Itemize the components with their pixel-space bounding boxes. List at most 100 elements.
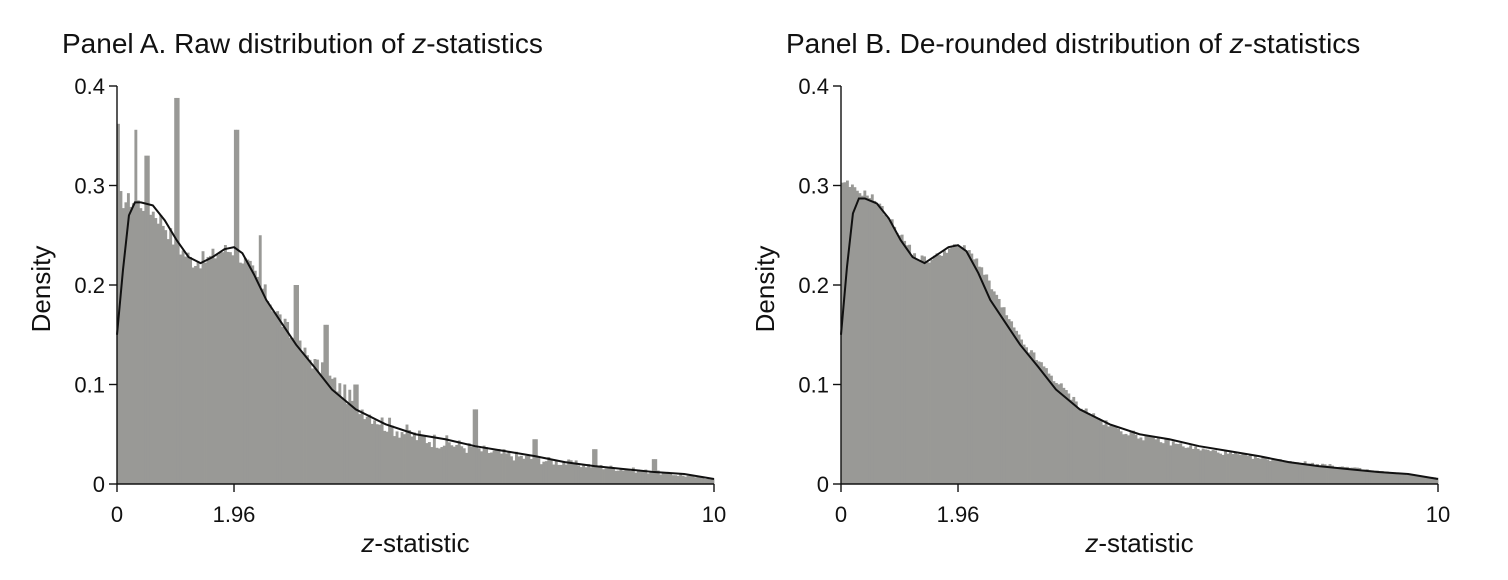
histogram-bar <box>577 465 581 484</box>
histogram-bar <box>209 255 212 484</box>
histogram-bar <box>1430 476 1434 484</box>
histogram-bar <box>176 97 180 484</box>
histogram-bar <box>1117 428 1120 484</box>
histogram-bar <box>184 256 188 484</box>
histogram-bar <box>602 469 605 484</box>
histogram-bar <box>669 473 673 484</box>
histogram-bar <box>1383 471 1387 484</box>
histogram-bar <box>1326 465 1329 484</box>
histogram-bar <box>1343 467 1347 484</box>
histogram-bar <box>124 202 128 484</box>
histogram-bar <box>194 265 197 484</box>
histogram-bar <box>510 456 513 484</box>
histogram-bar <box>681 475 685 484</box>
histogram-bar <box>233 129 237 484</box>
histogram-bar <box>385 431 389 484</box>
histogram-bar <box>417 430 421 484</box>
histogram-bar <box>1358 467 1362 484</box>
histogram-bar <box>930 259 934 484</box>
histogram-bar <box>482 445 486 484</box>
histogram-bar <box>1020 339 1023 484</box>
histogram-bar <box>666 471 670 484</box>
histogram-bar <box>987 280 991 484</box>
histogram-bar <box>131 203 135 484</box>
histogram-bar <box>845 180 849 485</box>
histogram-bar <box>1204 449 1208 484</box>
histogram-bar <box>534 439 538 484</box>
histogram-bar <box>1161 443 1165 484</box>
histogram-bar <box>301 352 304 484</box>
histogram-bar <box>400 432 404 484</box>
histogram-bar <box>1087 413 1091 484</box>
histogram-bar <box>1410 474 1414 484</box>
histogram-bar <box>343 384 347 484</box>
histogram-bar <box>582 464 586 484</box>
histogram-bar <box>1301 463 1305 484</box>
x-axis-title: z-statistic <box>360 528 469 558</box>
histogram-bar <box>895 233 899 484</box>
histogram-bar <box>1049 375 1053 484</box>
histogram-bar <box>119 191 123 485</box>
histogram-bar <box>1174 443 1178 484</box>
histogram-bar <box>554 460 558 484</box>
histogram-bar <box>1234 452 1237 484</box>
histogram-bar <box>413 432 416 484</box>
histogram-bar <box>1139 437 1143 484</box>
histogram-bar <box>870 194 874 484</box>
histogram-bar <box>1291 461 1295 484</box>
histogram-bar <box>455 444 459 484</box>
histogram-bar <box>1365 469 1369 484</box>
histogram-bar <box>266 301 270 484</box>
histogram-bar <box>378 424 382 484</box>
y-tick-label: 0.3 <box>798 174 829 199</box>
histogram-bar <box>875 204 879 484</box>
histogram-bar <box>236 129 240 484</box>
y-tick-label: 0.2 <box>798 273 829 298</box>
histogram-bar <box>947 248 951 484</box>
histogram-bar <box>358 414 362 484</box>
histogram-bar <box>689 475 693 484</box>
histogram-bar <box>1122 434 1125 484</box>
histogram-bars <box>117 97 715 485</box>
histogram-bar <box>333 377 337 484</box>
histogram-bar <box>169 228 173 484</box>
histogram-bar <box>1316 464 1319 484</box>
histogram-bar <box>1127 435 1130 484</box>
histogram-bar <box>908 244 912 484</box>
histogram-bar <box>1229 452 1232 484</box>
histogram-bar <box>139 208 143 484</box>
histogram-bar <box>515 451 518 484</box>
histogram-bar <box>492 450 496 484</box>
histogram-bar <box>398 437 401 484</box>
histogram-bar <box>982 274 986 484</box>
histogram-bar <box>1094 417 1098 484</box>
histogram-bar <box>395 431 399 484</box>
histogram-bar <box>1263 457 1267 484</box>
histogram-bar <box>430 447 434 484</box>
x-tick-label: 0 <box>111 502 123 527</box>
histogram-bar <box>699 476 702 484</box>
histogram-bar <box>1077 408 1081 484</box>
histogram-bar <box>296 285 299 484</box>
histogram-bar <box>1194 446 1198 484</box>
histogram-bar <box>1258 458 1262 484</box>
histogram-bar <box>480 451 484 484</box>
histogram-bar <box>1035 360 1038 484</box>
histogram-bar <box>1119 431 1123 484</box>
histogram-bar <box>281 326 285 484</box>
density-curve <box>840 197 1439 481</box>
histogram-bar <box>1385 471 1389 484</box>
histogram-bar <box>121 208 125 485</box>
histogram-bar <box>383 430 387 484</box>
histogram-bar <box>858 193 862 484</box>
panel-b-title: Panel B. De-rounded distribution of z-st… <box>786 28 1361 59</box>
histogram-bar <box>452 446 456 484</box>
histogram-bar <box>1236 454 1240 484</box>
histogram-bar <box>1176 444 1180 484</box>
y-tick-label: 0 <box>817 472 829 497</box>
histogram-bar <box>691 475 695 484</box>
histogram-bar <box>1415 475 1419 484</box>
histogram-bar <box>1062 387 1066 484</box>
histogram-bar <box>529 458 533 484</box>
histogram-bar <box>671 475 675 484</box>
